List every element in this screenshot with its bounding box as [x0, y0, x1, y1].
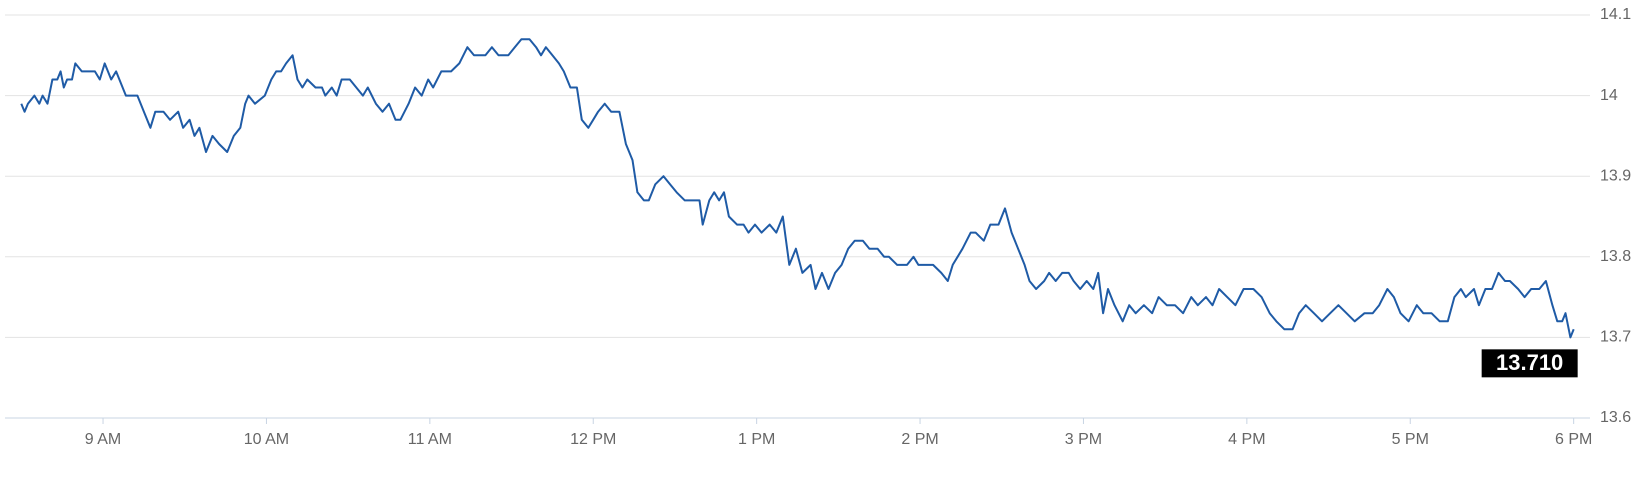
y-tick-label: 13.6 [1600, 409, 1631, 426]
y-tick-label: 14 [1600, 87, 1618, 104]
y-tick-label: 13.8 [1600, 248, 1631, 265]
y-tick-label: 13.9 [1600, 167, 1631, 184]
x-tick-label: 5 PM [1392, 431, 1429, 448]
y-tick-label: 13.7 [1600, 329, 1631, 346]
last-value-box [1481, 349, 1578, 378]
x-tick-label: 6 PM [1555, 431, 1592, 448]
x-tick-label: 4 PM [1228, 431, 1265, 448]
x-tick-label: 1 PM [738, 431, 775, 448]
x-tick-label: 2 PM [901, 431, 938, 448]
x-tick-label: 9 AM [85, 431, 121, 448]
last-value-label: 13.710 [1496, 350, 1563, 375]
price-line [20, 38, 1575, 339]
x-tick-label: 11 AM [408, 431, 452, 448]
x-tick-label: 3 PM [1065, 431, 1102, 448]
x-tick-label: 12 PM [570, 431, 616, 448]
y-tick-label: 14.1 [1600, 6, 1631, 23]
x-tick-label: 10 AM [244, 431, 289, 448]
